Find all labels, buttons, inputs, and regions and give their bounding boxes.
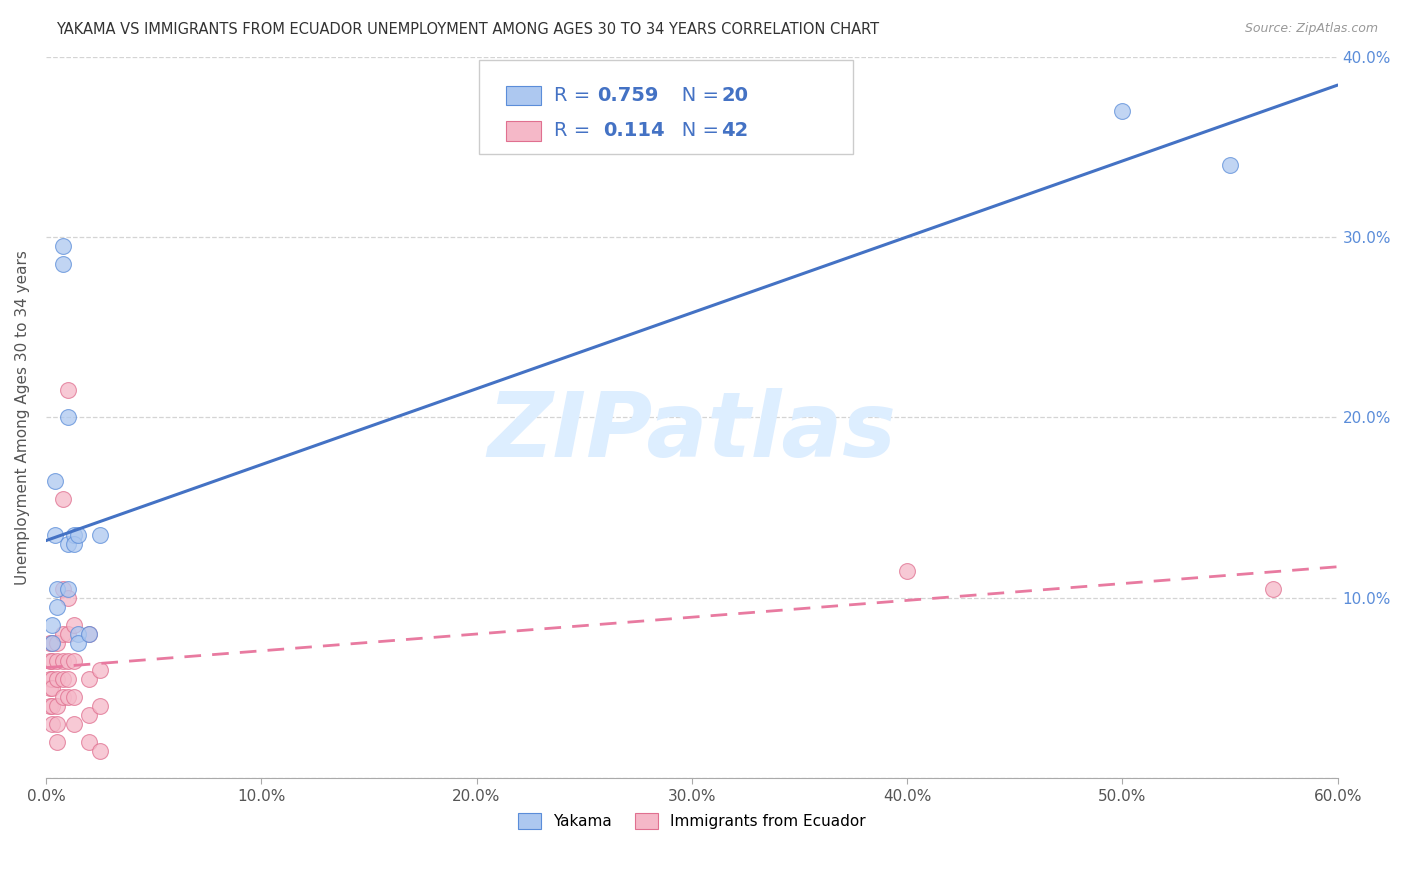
Point: [56, 627, 79, 641]
Point: [45, 699, 67, 714]
Text: N =: N =: [664, 86, 725, 104]
Legend: Yakama, Immigrants from Ecuador: Yakama, Immigrants from Ecuador: [512, 807, 872, 836]
Point: [89, 699, 111, 714]
Point: [63, 618, 86, 632]
Point: [44, 474, 66, 488]
Point: [63, 690, 86, 704]
Point: [41, 672, 63, 686]
Point: [41, 636, 63, 650]
Point: [41, 699, 63, 714]
Text: R =: R =: [554, 86, 596, 104]
Point: [45, 717, 67, 731]
Point: [63, 717, 86, 731]
Point: [41, 636, 63, 650]
FancyBboxPatch shape: [506, 121, 541, 141]
Text: N =: N =: [664, 121, 725, 141]
Point: [52, 582, 75, 596]
Point: [41, 717, 63, 731]
Point: [45, 672, 67, 686]
Text: R =: R =: [554, 121, 602, 141]
Point: [39, 672, 62, 686]
Point: [41, 618, 63, 632]
Point: [77, 708, 100, 723]
Point: [63, 537, 86, 551]
Point: [67, 627, 90, 641]
Point: [89, 527, 111, 541]
Point: [1261, 582, 1284, 596]
Point: [45, 636, 67, 650]
Point: [77, 672, 100, 686]
Text: Source: ZipAtlas.com: Source: ZipAtlas.com: [1244, 22, 1378, 36]
Point: [56, 591, 79, 605]
Text: 42: 42: [721, 121, 749, 141]
Point: [56, 410, 79, 425]
Point: [56, 690, 79, 704]
Point: [56, 654, 79, 668]
Point: [41, 654, 63, 668]
Point: [56, 582, 79, 596]
Point: [63, 527, 86, 541]
Point: [56, 672, 79, 686]
Point: [89, 663, 111, 677]
Point: [52, 627, 75, 641]
Text: YAKAMA VS IMMIGRANTS FROM ECUADOR UNEMPLOYMENT AMONG AGES 30 TO 34 YEARS CORRELA: YAKAMA VS IMMIGRANTS FROM ECUADOR UNEMPL…: [56, 22, 879, 37]
Point: [896, 564, 918, 578]
Point: [52, 690, 75, 704]
Text: 20: 20: [721, 86, 748, 104]
Point: [45, 735, 67, 749]
Point: [44, 527, 66, 541]
Point: [67, 636, 90, 650]
Point: [67, 527, 90, 541]
Point: [39, 699, 62, 714]
Point: [1111, 103, 1133, 118]
Point: [52, 672, 75, 686]
Point: [52, 257, 75, 271]
Point: [45, 582, 67, 596]
Point: [52, 239, 75, 253]
Point: [89, 744, 111, 758]
Point: [39, 654, 62, 668]
Point: [45, 654, 67, 668]
Point: [77, 735, 100, 749]
FancyBboxPatch shape: [506, 86, 541, 105]
Point: [39, 681, 62, 695]
Point: [39, 636, 62, 650]
Text: 0.114: 0.114: [603, 121, 664, 141]
Point: [45, 599, 67, 614]
Text: 0.759: 0.759: [598, 86, 659, 104]
Point: [1219, 158, 1241, 172]
Point: [52, 491, 75, 506]
Point: [77, 627, 100, 641]
Text: ZIPatlas: ZIPatlas: [488, 388, 896, 476]
FancyBboxPatch shape: [478, 61, 853, 154]
Point: [52, 654, 75, 668]
Point: [56, 537, 79, 551]
Point: [77, 627, 100, 641]
Point: [41, 681, 63, 695]
Point: [63, 654, 86, 668]
Y-axis label: Unemployment Among Ages 30 to 34 years: Unemployment Among Ages 30 to 34 years: [15, 250, 30, 585]
Point: [56, 384, 79, 398]
